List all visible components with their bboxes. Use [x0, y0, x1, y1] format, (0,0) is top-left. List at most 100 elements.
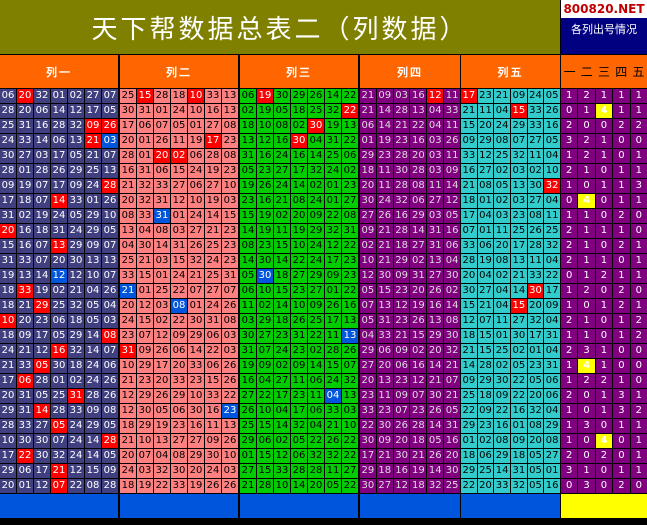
count-cell: 0 — [630, 359, 647, 373]
number-cell: 17 — [461, 209, 477, 223]
number-cell: 26 — [444, 134, 460, 148]
number-cell: 17 — [0, 194, 16, 208]
count-cell: 2 — [595, 374, 613, 388]
number-cell: 30 — [188, 314, 204, 328]
number-cell: 09 — [511, 434, 527, 448]
number-cell: 25 — [511, 224, 527, 238]
number-cell: 04 — [325, 389, 341, 403]
number-cell: 27 — [188, 224, 204, 238]
number-cell: 13 — [154, 434, 170, 448]
number-cell: 10 — [222, 179, 238, 193]
number-cell: 23 — [376, 149, 393, 163]
number-cell: 11 — [477, 104, 494, 118]
number-cell: 23 — [240, 194, 256, 208]
number-cell: 24 — [68, 434, 84, 448]
number-cell: 21 — [325, 419, 341, 433]
number-cell: 07 — [444, 374, 460, 388]
number-cell: 16 — [444, 434, 460, 448]
number-cell: 23 — [171, 419, 187, 433]
number-cell: 14 — [427, 419, 444, 433]
number-cell: 14 — [85, 434, 101, 448]
number-cell: 24 — [171, 269, 187, 283]
number-cell: 20 — [154, 374, 170, 388]
count-cell: 1 — [595, 404, 613, 418]
number-cell: 10 — [120, 359, 136, 373]
number-cell: 11 — [427, 179, 444, 193]
number-cell: 04 — [544, 404, 560, 418]
number-cell: 08 — [444, 314, 460, 328]
number-cell: 19 — [0, 269, 16, 283]
number-cell: 30 — [240, 329, 256, 343]
number-cell: 23 — [222, 254, 238, 268]
number-cell: 09 — [393, 269, 410, 283]
number-cell: 23 — [511, 209, 527, 223]
number-cell: 04 — [544, 254, 560, 268]
number-cell: 24 — [188, 164, 204, 178]
number-cell: 22 — [342, 449, 358, 463]
number-cell: 06 — [444, 239, 460, 253]
number-cell: 18 — [461, 194, 477, 208]
number-cell: 26 — [291, 314, 307, 328]
count-cell: 1 — [613, 179, 630, 193]
site-name[interactable]: 800820.NET — [561, 0, 647, 18]
number-cell: 07 — [51, 479, 67, 493]
number-cell: 30 — [68, 254, 84, 268]
count-cell: 2 — [630, 404, 647, 418]
count-cell: 0 — [578, 299, 595, 313]
number-cell: 20 — [17, 104, 33, 118]
number-cell: 32 — [511, 479, 527, 493]
number-cell: 03 — [154, 299, 170, 313]
number-cell: 27 — [240, 464, 256, 478]
number-cell: 06 — [205, 329, 221, 343]
number-cell: 17 — [0, 449, 16, 463]
number-cell: 05 — [360, 284, 376, 298]
number-cell: 15 — [274, 239, 290, 253]
number-cell: 33 — [461, 239, 477, 253]
number-cell: 19 — [154, 419, 170, 433]
number-cell: 04 — [544, 149, 560, 163]
number-cell: 10 — [544, 164, 560, 178]
number-cell: 09 — [17, 329, 33, 343]
number-cell: 03 — [511, 194, 527, 208]
number-cell: 20 — [427, 344, 444, 358]
number-cell: 31 — [427, 224, 444, 238]
number-cell: 16 — [205, 104, 221, 118]
number-cell: 23 — [222, 224, 238, 238]
number-cell: 20 — [171, 359, 187, 373]
number-cell: 20 — [393, 434, 410, 448]
number-cell: 18 — [461, 449, 477, 463]
footer-bar — [240, 494, 358, 518]
number-cell: 01 — [325, 284, 341, 298]
number-cell: 25 — [205, 239, 221, 253]
number-cell: 20 — [0, 389, 16, 403]
number-cell: 12 — [68, 269, 84, 283]
number-cell: 01 — [240, 449, 256, 463]
number-cell: 01 — [188, 119, 204, 133]
number-cell: 04 — [120, 239, 136, 253]
number-cell: 10 — [0, 434, 16, 448]
number-cell: 10 — [137, 434, 153, 448]
number-cell: 11 — [544, 209, 560, 223]
number-cell: 23 — [342, 269, 358, 283]
count-cell: 4 — [595, 104, 613, 118]
number-cell: 25 — [494, 149, 510, 163]
number-cell: 29 — [360, 464, 376, 478]
number-cell: 22 — [342, 479, 358, 493]
number-cell: 32 — [51, 449, 67, 463]
count-cell: 2 — [613, 119, 630, 133]
header-col1: 列一 — [0, 55, 118, 88]
number-cell: 32 — [325, 449, 341, 463]
number-cell: 18 — [274, 269, 290, 283]
number-cell: 01 — [137, 134, 153, 148]
number-cell: 02 — [240, 104, 256, 118]
number-cell: 13 — [376, 374, 393, 388]
number-cell: 33 — [494, 479, 510, 493]
number-cell: 09 — [205, 434, 221, 448]
number-cell: 21 — [17, 299, 33, 313]
number-cell: 23 — [257, 239, 273, 253]
number-cell: 14 — [240, 254, 256, 268]
number-cell: 05 — [102, 449, 118, 463]
number-cell: 30 — [444, 464, 460, 478]
number-cell: 20 — [0, 224, 16, 238]
number-cell: 02 — [308, 344, 324, 358]
